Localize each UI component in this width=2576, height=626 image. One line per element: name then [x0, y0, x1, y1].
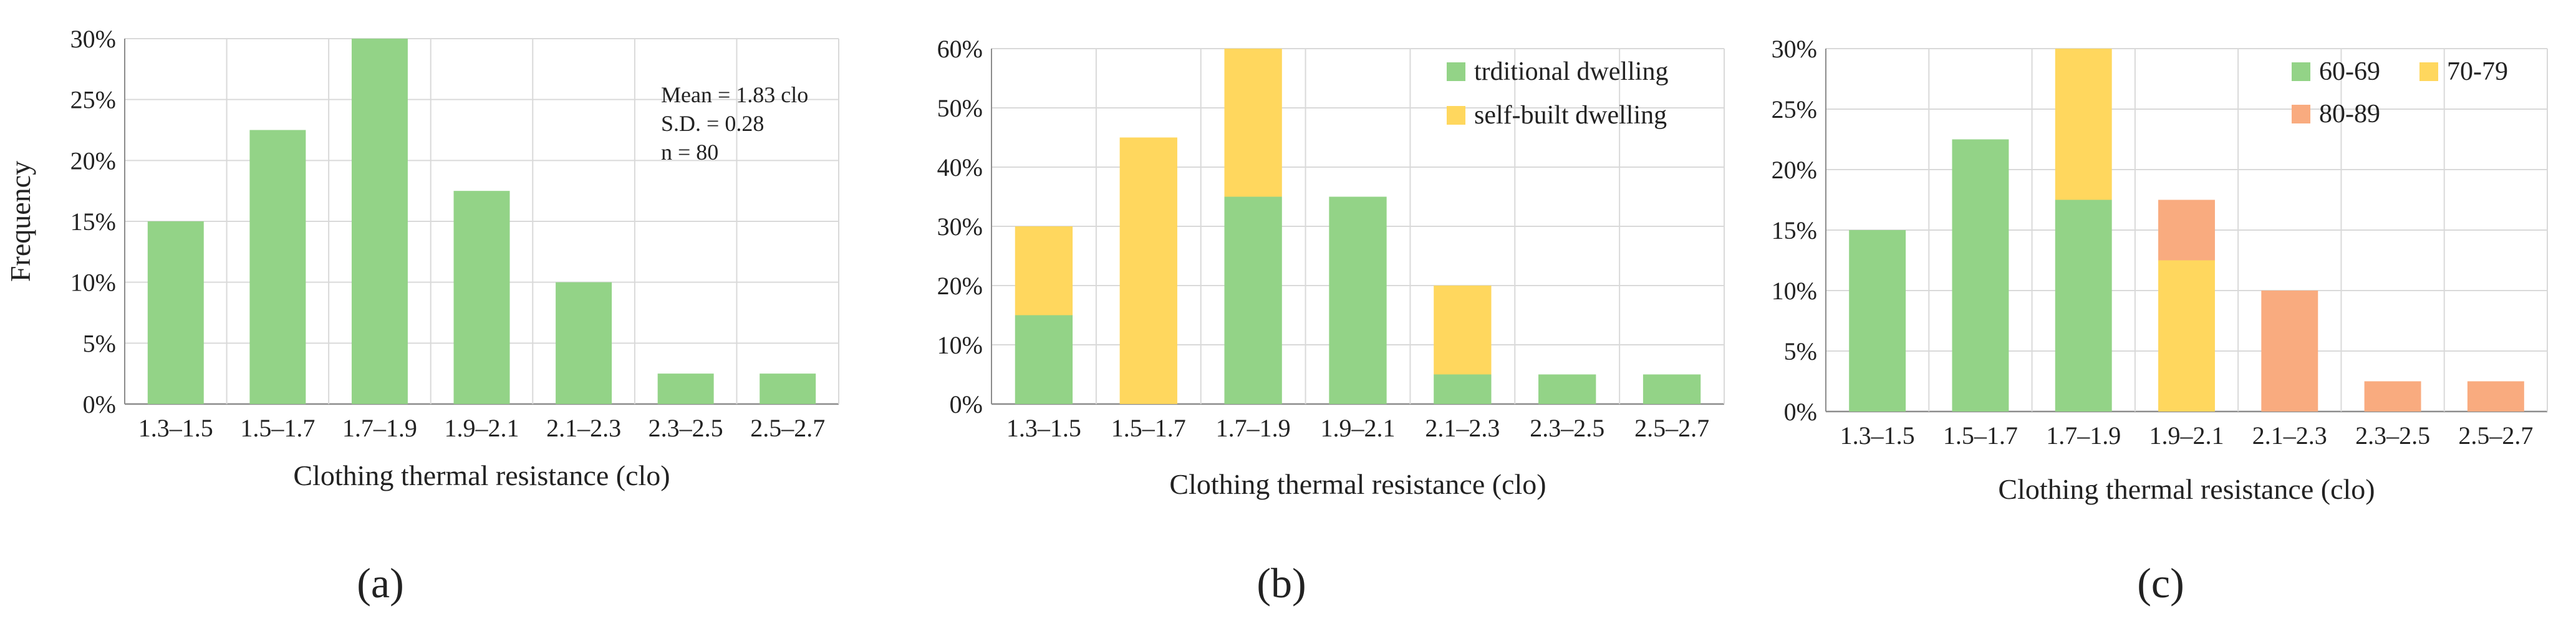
x-tick-label: 2.5–2.7	[750, 414, 825, 442]
y-tick-label: 40%	[937, 153, 983, 181]
y-tick-label: 0%	[1784, 398, 1817, 426]
bar-60-69	[1952, 139, 2009, 412]
bar-60-69	[1849, 230, 1906, 412]
bar-trditional-dwelling	[1538, 374, 1596, 404]
bar-trditional-dwelling	[1434, 374, 1492, 404]
stats-annotation: Mean = 1.83 clo	[661, 82, 808, 107]
y-tick-label: 15%	[1772, 216, 1817, 244]
x-tick-label: 2.5–2.7	[2458, 421, 2533, 450]
legend-swatch	[1447, 62, 1465, 81]
y-tick-label: 15%	[70, 208, 116, 236]
legend-swatch	[2292, 105, 2310, 123]
bar-frequency	[249, 130, 306, 404]
bar-trditional-dwelling	[1224, 196, 1282, 404]
x-axis-title: Clothing thermal resistance (clo)	[293, 460, 670, 491]
x-tick-label: 1.3–1.5	[138, 414, 213, 442]
stats-annotation: n = 80	[661, 140, 718, 165]
panel-label: (b)	[1257, 559, 1306, 607]
bar-70-79	[2158, 260, 2215, 412]
bar-80-89	[2364, 381, 2421, 412]
legend-label: 70-79	[2447, 57, 2508, 86]
bar-frequency	[147, 221, 204, 404]
y-tick-label: 20%	[1772, 156, 1817, 184]
y-tick-label: 10%	[937, 331, 983, 359]
legend-label: 60-69	[2319, 57, 2380, 86]
y-tick-label: 25%	[70, 86, 116, 114]
x-tick-label: 2.3–2.5	[649, 414, 723, 442]
y-tick-label: 30%	[1772, 35, 1817, 63]
y-tick-label: 30%	[937, 213, 983, 241]
y-tick-label: 60%	[937, 35, 983, 63]
panel-label: (a)	[357, 559, 403, 607]
y-tick-label: 30%	[70, 25, 116, 53]
legend-swatch	[2419, 62, 2438, 81]
legend-label: self-built dwelling	[1474, 101, 1667, 130]
bar-self-built-dwelling	[1119, 137, 1177, 404]
x-tick-label: 1.5–1.7	[240, 414, 315, 442]
bar-60-69	[2055, 200, 2112, 412]
bar-frequency	[760, 373, 816, 404]
x-tick-label: 1.9–2.1	[2149, 421, 2224, 450]
y-tick-label: 20%	[70, 147, 116, 175]
y-tick-label: 5%	[83, 329, 116, 357]
x-tick-label: 1.7–1.9	[342, 414, 417, 442]
x-tick-label: 2.3–2.5	[1530, 414, 1604, 442]
x-tick-label: 1.3–1.5	[1006, 414, 1081, 442]
x-tick-label: 2.1–2.3	[2252, 421, 2327, 450]
legend-label: trditional dwelling	[1474, 57, 1668, 86]
y-tick-label: 10%	[70, 269, 116, 297]
x-axis-title: Clothing thermal resistance (clo)	[1169, 468, 1546, 500]
bar-trditional-dwelling	[1643, 374, 1701, 404]
x-tick-label: 1.9–2.1	[445, 414, 519, 442]
bar-80-89	[2261, 291, 2318, 412]
x-tick-label: 2.1–2.3	[1425, 414, 1500, 442]
stats-annotation: S.D. = 0.28	[661, 111, 764, 136]
y-tick-label: 20%	[937, 272, 983, 300]
y-tick-label: 10%	[1772, 277, 1817, 305]
bar-trditional-dwelling	[1329, 196, 1387, 404]
bar-frequency	[657, 373, 714, 404]
x-tick-label: 2.3–2.5	[2355, 421, 2430, 450]
x-tick-label: 1.5–1.7	[1943, 421, 2018, 450]
x-tick-label: 1.7–1.9	[2046, 421, 2121, 450]
legend-swatch	[1447, 106, 1465, 125]
x-tick-label: 1.7–1.9	[1216, 414, 1291, 442]
y-tick-label: 50%	[937, 94, 983, 122]
bar-trditional-dwelling	[1015, 315, 1073, 404]
x-tick-label: 2.1–2.3	[546, 414, 621, 442]
x-tick-label: 2.5–2.7	[1634, 414, 1709, 442]
legend-swatch	[2292, 62, 2310, 81]
bar-80-89	[2467, 381, 2524, 412]
y-axis-title: Frequency	[4, 161, 36, 282]
bar-frequency	[453, 191, 510, 404]
panel-label: (c)	[2137, 559, 2184, 607]
bar-self-built-dwelling	[1434, 286, 1492, 375]
bar-80-89	[2158, 200, 2215, 261]
bar-frequency	[351, 39, 408, 404]
x-tick-label: 1.5–1.7	[1111, 414, 1186, 442]
y-tick-label: 0%	[950, 390, 983, 418]
bar-frequency	[556, 282, 612, 404]
chart-panel-1: 0% 5% 10% 15% 20% 25% 30% 1.3–1.5 1.5–1.7 1.7–1.9…	[4, 25, 839, 607]
x-tick-label: 1.3–1.5	[1840, 421, 1915, 450]
y-tick-label: 5%	[1784, 337, 1817, 365]
legend-label: 80-89	[2319, 100, 2380, 128]
bar-70-79	[2055, 49, 2112, 200]
y-tick-label: 25%	[1772, 95, 1817, 123]
x-tick-label: 1.9–2.1	[1321, 414, 1396, 442]
bar-self-built-dwelling	[1015, 226, 1073, 315]
x-axis-title: Clothing thermal resistance (clo)	[1998, 473, 2375, 505]
chart-panel-3: 0% 5% 10% 15% 20% 25% 30% 1.3–1.5 1.5–1.7 1.7–1.9…	[1772, 35, 2548, 607]
bar-self-built-dwelling	[1224, 49, 1282, 197]
chart-panel-2: 0% 10% 20% 30% 40% 50% 60% 1.3–1.5 1.5–1.7 1.7–1.…	[937, 35, 1725, 607]
y-tick-label: 0%	[83, 390, 116, 418]
